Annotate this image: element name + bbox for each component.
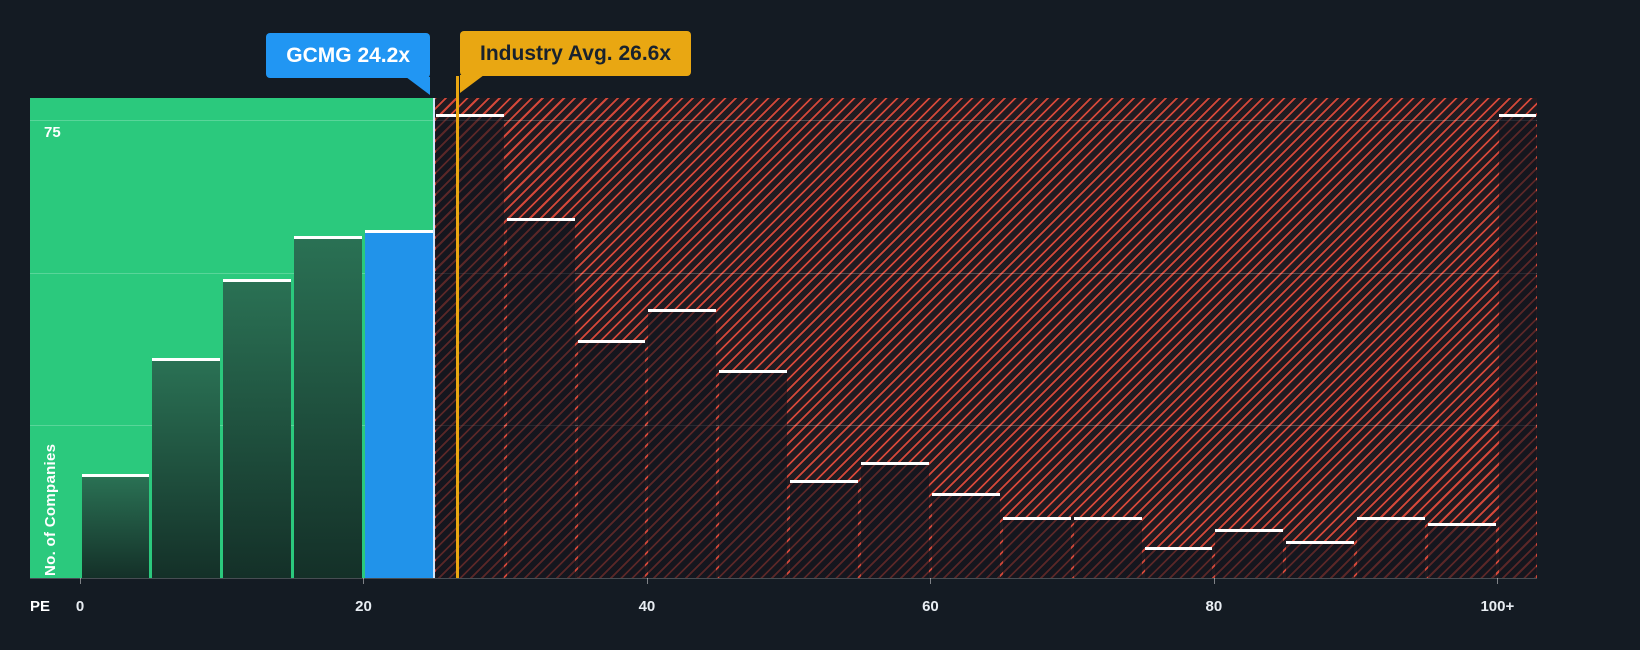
gridline-50 — [30, 272, 1537, 274]
histogram-bar[interactable] — [577, 339, 646, 578]
x-tick-label-80: 80 — [1205, 598, 1223, 615]
histogram-bar[interactable] — [1002, 516, 1071, 578]
histogram-bar[interactable] — [1215, 529, 1284, 578]
histogram-bar[interactable] — [1357, 516, 1425, 578]
histogram-bar[interactable] — [790, 480, 859, 578]
y-axis-max-label: 75 — [44, 124, 61, 141]
x-axis-title: PE — [30, 598, 51, 615]
gcmg-callout-pointer-icon — [406, 77, 430, 96]
company-marker-line — [433, 98, 436, 578]
x-tick-mark — [1213, 578, 1215, 584]
histogram-bar[interactable] — [223, 278, 292, 578]
histogram-bar[interactable] — [1427, 523, 1496, 578]
x-tick-mark — [80, 578, 81, 584]
region-above — [434, 98, 1537, 578]
histogram-bar[interactable] — [506, 217, 575, 578]
plot-area — [30, 98, 1537, 579]
histogram-bar[interactable] — [931, 492, 1000, 578]
gridline-75 — [30, 120, 1537, 121]
histogram-bar[interactable] — [1498, 113, 1536, 578]
histogram-bar[interactable] — [1144, 547, 1213, 578]
y-axis-title: No. of Companies — [42, 443, 59, 576]
histogram-bar[interactable] — [294, 236, 362, 578]
histogram-bar[interactable] — [719, 370, 788, 578]
x-tick-mark — [363, 578, 365, 584]
histogram-bar[interactable] — [435, 113, 504, 578]
histogram-bar[interactable] — [861, 461, 929, 578]
histogram-bar[interactable] — [648, 309, 717, 578]
x-tick-label-60: 60 — [922, 598, 939, 615]
x-tick-label-40: 40 — [638, 598, 656, 615]
x-tick-label-20: 20 — [355, 598, 372, 615]
histogram-bar[interactable] — [152, 358, 221, 578]
gcmg-callout-label: GCMG 24.2x — [286, 44, 410, 67]
x-tick-label-0: 0 — [75, 598, 85, 615]
x-tick-label-100+: 100+ — [1480, 598, 1515, 615]
industry-avg-callout-pointer-icon — [460, 75, 484, 94]
x-tick-mark — [646, 578, 648, 584]
x-tick-mark — [930, 578, 932, 584]
industry-avg-callout-label: Industry Avg. 26.6x — [480, 42, 672, 65]
x-tick-mark — [1497, 578, 1499, 584]
industry-marker-line — [455, 76, 459, 578]
gcmg-callout: GCMG 24.2x — [266, 33, 430, 96]
histogram-bar[interactable] — [1073, 516, 1142, 578]
histogram-bar[interactable] — [364, 229, 433, 578]
industry-avg-callout: Industry Avg. 26.6x — [460, 31, 692, 94]
histogram-bar[interactable] — [1286, 541, 1355, 578]
histogram-bar[interactable] — [81, 474, 150, 578]
